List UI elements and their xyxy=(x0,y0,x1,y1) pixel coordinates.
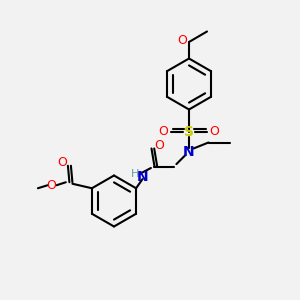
Text: O: O xyxy=(154,139,164,152)
Text: O: O xyxy=(46,179,56,192)
Text: O: O xyxy=(178,34,187,47)
Text: O: O xyxy=(210,125,219,139)
Text: O: O xyxy=(159,125,168,139)
Text: O: O xyxy=(57,156,67,169)
Text: N: N xyxy=(137,170,148,184)
Text: N: N xyxy=(183,145,195,158)
Text: H: H xyxy=(131,169,139,179)
Text: S: S xyxy=(184,125,194,139)
